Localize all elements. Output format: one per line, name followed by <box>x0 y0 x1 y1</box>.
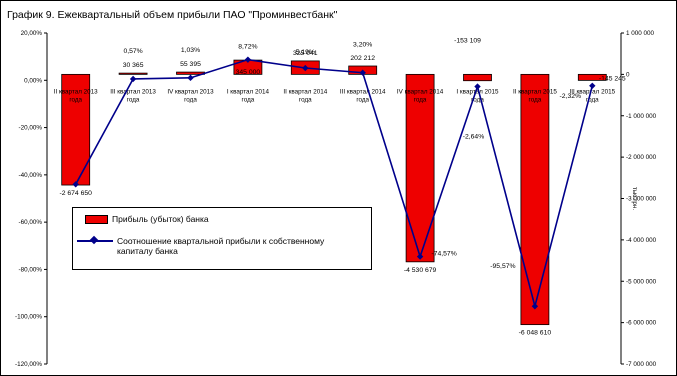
right-axis-tick-label: -4 000 000 <box>626 237 657 244</box>
left-axis-tick-label: 20,00% <box>21 30 43 37</box>
ratio-line <box>74 58 594 310</box>
right-axis-tick-label: -1 000 000 <box>626 113 657 120</box>
ratio-point-marker <box>129 75 137 83</box>
profit-value-label: -4 530 679 <box>404 267 437 274</box>
profit-value-label: 30 365 <box>123 62 144 69</box>
profit-value-label: -6 048 610 <box>519 330 552 337</box>
ratio-point-marker <box>244 56 252 63</box>
ratio-point-marker <box>474 83 481 90</box>
right-axis-tick-label: -2 000 000 <box>626 154 657 161</box>
left-axis-tick-label: -120,00% <box>15 361 42 368</box>
profit-value-label: 325 041 <box>293 50 318 57</box>
profit-value-label: -145 245 <box>599 75 626 82</box>
ratio-point-marker <box>302 64 309 72</box>
ratio-value-label: 1,03% <box>181 47 200 54</box>
category-label-line2: года <box>69 96 82 103</box>
chart-title: График 9. Ежеквартальный объем прибыли П… <box>7 9 338 21</box>
category-label-line1: IV квартал 2013 <box>167 88 214 95</box>
left-axis-tick-label: -100,00% <box>15 314 42 321</box>
category-label-line2: года <box>586 96 599 103</box>
right-axis-title: тыс.грн. <box>631 187 638 211</box>
profit-bar <box>61 73 91 186</box>
category-label-line2: года <box>127 96 140 103</box>
category-label-line1: III квартал 2014 <box>340 88 386 95</box>
right-axis-tick-label: -3 000 000 <box>626 196 657 203</box>
ratio-point-marker <box>531 303 539 310</box>
legend-label-profit: Прибыль (убыток) банка <box>112 214 209 224</box>
right-axis-tick-label: 1 000 000 <box>626 30 655 37</box>
legend-label-ratio: Соотношение квартальной прибыли к собств… <box>117 236 325 256</box>
right-axis-tick-label: -5 000 000 <box>626 278 657 285</box>
right-axis-tick-label: 0 <box>626 71 630 78</box>
profit-value-label: 55 395 <box>180 61 201 68</box>
right-axis-tick-label: -6 000 000 <box>626 320 657 327</box>
ratio-point-marker <box>187 74 194 82</box>
profit-bar <box>463 73 492 82</box>
category-label-line1: IV квартал 2014 <box>397 88 444 95</box>
ratio-point-marker <box>589 82 596 89</box>
ratio-point-marker <box>416 253 424 260</box>
profit-value-label: 202 212 <box>350 55 375 62</box>
profit-value-label: -2 674 650 <box>59 190 92 197</box>
right-axis-tick-label: -7 000 000 <box>626 361 657 368</box>
category-label-line2: года <box>299 96 312 103</box>
left-axis-tick-label: -20,00% <box>19 125 43 132</box>
ratio-value-label: -2,32% <box>560 93 582 100</box>
ratio-point-marker <box>359 69 366 76</box>
profit-bar <box>577 73 607 81</box>
legend-line-swatch <box>77 236 113 246</box>
legend-item-ratio: Соотношение квартальной прибыли к собств… <box>73 236 363 256</box>
ratio-value-label: -95,57% <box>490 263 515 270</box>
category-label-line1: II квартал 2014 <box>283 88 327 95</box>
profit-bar <box>520 73 550 326</box>
ratio-value-label: 0,57% <box>123 48 142 55</box>
ratio-value-label: 3,20% <box>353 42 372 49</box>
category-label-line1: III квартал 2015 <box>569 88 615 95</box>
category-label-line1: I квартал 2015 <box>456 88 499 95</box>
category-label-line2: года <box>471 96 484 103</box>
category-label-line1: II квартал 2015 <box>513 88 557 95</box>
legend-bar-swatch <box>85 215 108 224</box>
ratio-point-marker <box>72 181 79 188</box>
legend-item-profit: Прибыль (убыток) банка <box>73 214 209 224</box>
ratio-value-label: -74,57% <box>431 251 456 258</box>
profit-bar <box>118 72 148 75</box>
category-label-line1: II квартал 2013 <box>54 88 98 95</box>
category-label-line2: года <box>184 96 197 103</box>
ratio-value-label: 8,72% <box>238 44 257 51</box>
profit-value-label: 345 000 <box>236 69 261 76</box>
category-label-line2: года <box>356 96 369 103</box>
profit-value-label: -153 109 <box>454 38 481 45</box>
left-axis-tick-label: 0,00% <box>24 77 42 84</box>
category-label-line1: I квартал 2014 <box>227 88 270 95</box>
ratio-value-label: -2,64% <box>463 134 485 141</box>
category-label-line2: года <box>529 96 542 103</box>
left-axis-tick-label: -80,00% <box>19 266 43 273</box>
ratio-value-label: 5,19% <box>296 49 315 56</box>
left-axis-tick-label: -40,00% <box>19 172 43 179</box>
category-label-line2: года <box>242 96 255 103</box>
left-axis-tick-label: -60,00% <box>19 219 43 226</box>
chart-legend: Прибыль (убыток) банка Соотношение кварт… <box>72 207 372 270</box>
category-label-line2: года <box>414 96 427 103</box>
category-label-line1: III квартал 2013 <box>110 88 156 95</box>
